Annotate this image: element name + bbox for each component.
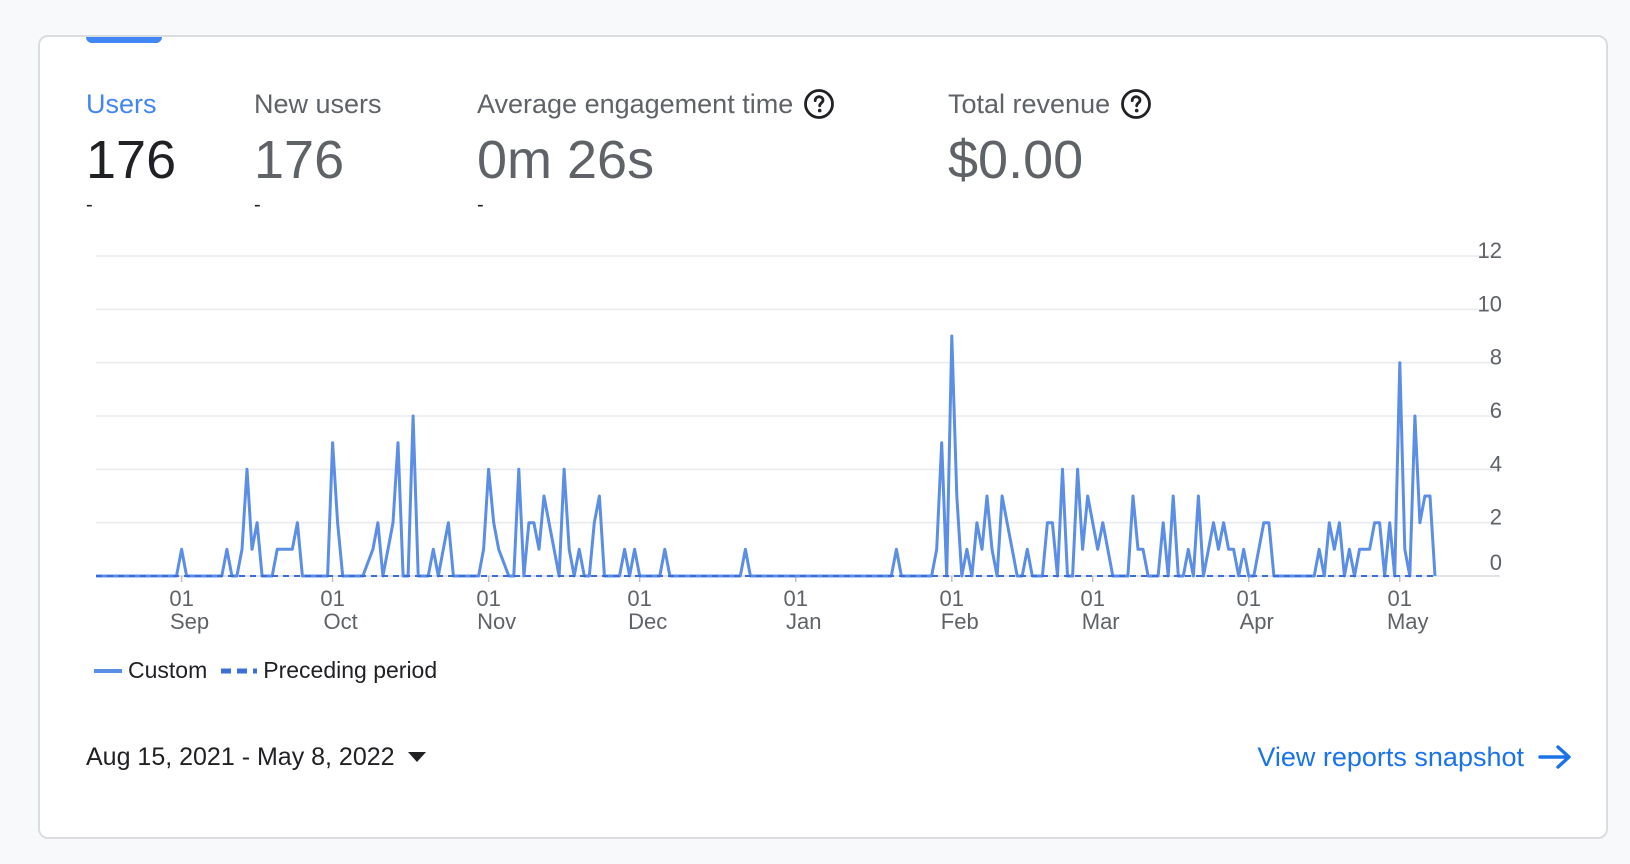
metric-users-delta: -: [86, 194, 93, 216]
x-tick-month: Apr: [1240, 609, 1274, 634]
metric-new-users-value: 176: [254, 130, 345, 190]
series-line-custom: [96, 334, 1437, 578]
arrow-right-icon: [1538, 744, 1572, 770]
metric-users[interactable]: Users 176 -: [86, 87, 176, 217]
x-tick-month: May: [1387, 609, 1429, 634]
y-tick-label: 6: [1490, 398, 1502, 423]
view-reports-snapshot-label: View reports snapshot: [1257, 741, 1524, 772]
metric-avg-engagement-value: 0m 26s: [477, 130, 655, 190]
metric-total-revenue[interactable]: Total revenue $0.00: [948, 87, 1152, 193]
y-tick-label: 0: [1490, 550, 1502, 575]
legend-item-custom[interactable]: Custom: [94, 657, 207, 684]
x-tick-month: Feb: [941, 609, 979, 634]
users-line-chart: 02468101201Sep01Oct01Nov01Dec01Jan01Feb0…: [96, 238, 1502, 634]
x-tick-day: 01: [1080, 586, 1104, 611]
legend-label-custom: Custom: [128, 657, 208, 683]
x-tick-day: 01: [1237, 586, 1261, 611]
x-tick-day: 01: [1388, 586, 1412, 611]
x-tick-month: Jan: [786, 609, 821, 634]
y-tick-label: 4: [1490, 451, 1502, 476]
y-tick-label: 2: [1490, 505, 1502, 530]
metric-total-revenue-value: $0.00: [948, 130, 1084, 190]
metric-total-revenue-label: Total revenue: [948, 88, 1111, 119]
active-tab-indicator: [86, 37, 162, 43]
card-footer: Aug 15, 2021 - May 8, 2022 View reports …: [40, 735, 1606, 785]
overview-card: Users 176 - New users 176 - Average enga…: [38, 35, 1608, 839]
chart-legend: Custom Preceding period: [94, 657, 451, 684]
x-tick-day: 01: [783, 586, 807, 611]
date-range-selector[interactable]: Aug 15, 2021 - May 8, 2022: [86, 735, 427, 779]
caret-down-icon: [407, 751, 427, 763]
x-tick-day: 01: [169, 586, 193, 611]
x-tick-month: Sep: [170, 609, 209, 634]
x-tick-day: 01: [627, 586, 651, 611]
metric-new-users-delta: -: [254, 194, 261, 216]
x-tick-month: Mar: [1082, 609, 1120, 634]
metric-new-users-label: New users: [254, 88, 382, 119]
x-tick-month: Oct: [323, 609, 357, 634]
metric-users-value: 176: [86, 130, 177, 190]
help-circle-icon[interactable]: [1120, 88, 1152, 120]
view-reports-snapshot-link[interactable]: View reports snapshot: [1257, 735, 1572, 779]
legend-item-preceding[interactable]: Preceding period: [221, 657, 437, 684]
metric-avg-engagement-delta: -: [477, 194, 484, 216]
metric-avg-engagement[interactable]: Average engagement time 0m 26s -: [477, 87, 835, 217]
metric-users-label: Users: [86, 88, 157, 119]
x-tick-day: 01: [476, 586, 500, 611]
y-tick-label: 8: [1490, 345, 1502, 370]
x-tick-day: 01: [940, 586, 964, 611]
x-tick-month: Dec: [628, 609, 667, 634]
x-tick-day: 01: [320, 586, 344, 611]
legend-label-preceding: Preceding period: [263, 657, 438, 683]
y-tick-label: 12: [1478, 238, 1502, 263]
help-circle-icon[interactable]: [803, 88, 835, 120]
y-tick-label: 10: [1478, 291, 1502, 316]
metric-avg-engagement-label: Average engagement time: [477, 88, 794, 119]
date-range-label: Aug 15, 2021 - May 8, 2022: [86, 742, 395, 771]
x-tick-month: Nov: [477, 609, 516, 634]
legend-swatch-solid: [94, 668, 122, 673]
legend-swatch-dashed: [221, 668, 258, 673]
metric-new-users[interactable]: New users 176 -: [254, 87, 382, 217]
